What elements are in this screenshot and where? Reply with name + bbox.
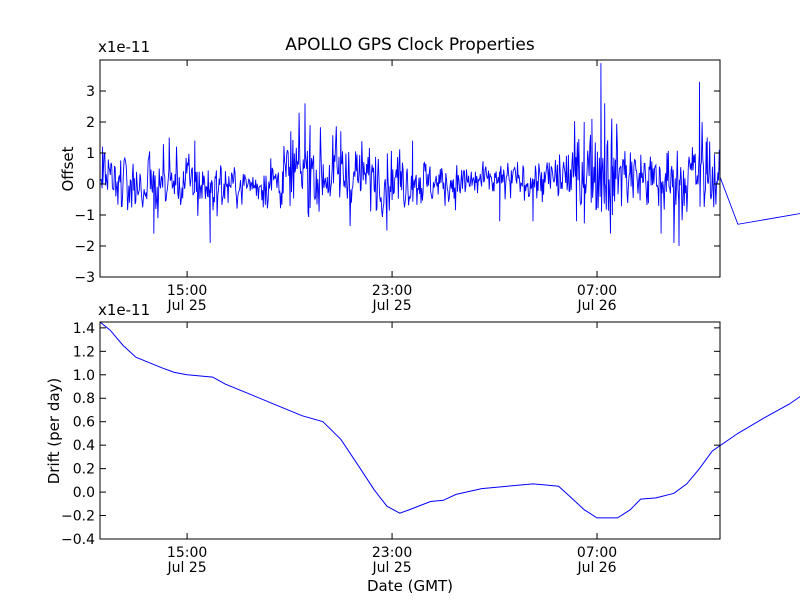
drift-y-tick-label: 1.0 [73,368,95,384]
drift-x-tick-date: Jul 25 [371,560,411,576]
offset-series [99,63,800,247]
drift-series-line [99,321,800,519]
drift-series [99,321,800,519]
drift-y-tick-label: 0.6 [73,415,95,431]
offset-series-line [99,63,800,247]
offset-y-axis-label: Offset [59,146,77,191]
offset-x-tick-time: 07:00 [577,283,617,299]
drift-y-tick-label: 0.0 [73,485,95,501]
drift-plot-frame [99,321,721,540]
drift-y-tick-label: −0.4 [61,532,95,548]
offset-x-tick-date: Jul 25 [371,298,411,314]
offset-y-tick-label: 1 [86,146,95,162]
offset-x-tick-time: 15:00 [167,283,207,299]
offset-x-tick-time: 23:00 [372,283,412,299]
offset-y-tick-label: 0 [86,177,95,193]
drift-y-tick-label: 1.2 [73,344,95,360]
drift-x-tick-time: 07:00 [577,545,617,561]
offset-y-tick-label: −3 [74,270,95,286]
drift-y-tick-label: −0.2 [61,509,95,525]
drift-x-tick-time: 23:00 [372,545,412,561]
drift-y-tick-label: 0.2 [73,462,95,478]
drift-x-tick-date: Jul 25 [167,560,207,576]
offset-y-tick-label: −2 [74,239,95,255]
offset-scale-label: x1e-11 [98,38,150,56]
drift-panel: −0.4−0.20.00.20.40.60.81.01.21.415:00Jul… [45,301,800,595]
drift-y-tick-label: 0.8 [73,391,95,407]
chart-title: APOLLO GPS Clock Properties [285,35,535,55]
drift-y-tick-label: 1.4 [73,321,95,337]
offset-y-tick-label: −1 [74,208,95,224]
offset-y-tick-label: 2 [86,115,95,131]
drift-y-axis-label: Drift (per day) [45,378,63,485]
drift-ticks: −0.4−0.20.00.20.40.60.81.01.21.415:00Jul… [61,321,720,576]
drift-y-tick-label: 0.4 [73,438,95,454]
offset-y-tick-label: 3 [86,84,95,100]
offset-x-tick-date: Jul 25 [167,298,207,314]
drift-x-tick-time: 15:00 [167,545,207,561]
offset-plot-frame [99,59,721,278]
drift-x-tick-date: Jul 26 [576,560,616,576]
drift-scale-label: x1e-11 [98,301,150,319]
drift-x-axis-label: Date (GMT) [367,577,453,595]
offset-x-tick-date: Jul 26 [576,298,616,314]
